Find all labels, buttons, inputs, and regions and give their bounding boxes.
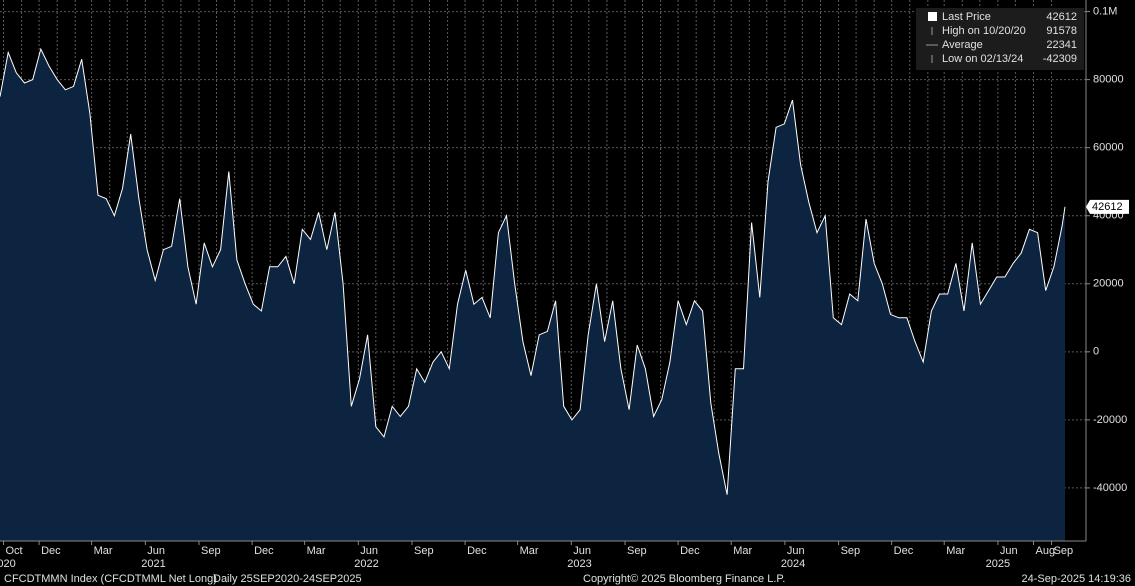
- last-price-label: 42612: [1092, 201, 1123, 213]
- x-tick-label: Jun: [360, 545, 378, 557]
- x-tick-label: Jun: [147, 545, 165, 557]
- footer-copyright: Copyright© 2025 Bloomberg Finance L.P.: [583, 573, 785, 585]
- y-tick-label: -40000: [1093, 482, 1127, 494]
- legend: Last Price 42612 High on 10/20/20 91578 Aver…: [916, 8, 1084, 70]
- legend-value: 91578: [1046, 25, 1077, 37]
- y-tick-label: 80000: [1093, 74, 1124, 86]
- axes: 0.1M800006000040000200000-20000-40000Oct…: [0, 5, 1129, 570]
- last-price-tag: [1086, 199, 1129, 214]
- y-tick-label: 0.1M: [1093, 5, 1117, 17]
- year-label: 2025: [986, 558, 1010, 570]
- plot: [0, 47, 1066, 541]
- x-tick-label: Mar: [520, 545, 539, 557]
- x-tick-label: Dec: [41, 545, 61, 557]
- area: [0, 49, 1065, 541]
- x-tick-label: Oct: [6, 545, 23, 557]
- legend-label: Low on 02/13/24: [942, 53, 1023, 65]
- x-tick-label: Mar: [307, 545, 326, 557]
- legend-label: High on 10/20/20: [942, 25, 1026, 37]
- x-tick-label: Dec: [254, 545, 274, 557]
- legend-label: Average: [942, 39, 983, 51]
- footer-timestamp: 24-Sep-2025 14:19:36: [1022, 573, 1131, 585]
- legend-label: Last Price: [942, 11, 991, 23]
- y-tick-label: -20000: [1093, 414, 1127, 426]
- year-label: 2024: [781, 558, 805, 570]
- x-tick-label: Mar: [733, 545, 752, 557]
- x-tick-label: Sep: [1054, 545, 1074, 557]
- legend-icon: [928, 12, 937, 21]
- x-tick-label: Dec: [680, 545, 700, 557]
- x-tick-label: Jun: [573, 545, 591, 557]
- legend-box: [916, 8, 1084, 70]
- legend-value: -42309: [1043, 53, 1077, 65]
- year-label: 2021: [141, 558, 165, 570]
- year-label: 2022: [354, 558, 378, 570]
- footer-ticker: CFCDTMMN Index (CFCDTMML Net Long): [4, 573, 217, 585]
- x-tick-label: Sep: [841, 545, 861, 557]
- x-tick-label: Sep: [201, 545, 221, 557]
- footer-range: Daily 25SEP2020-24SEP2025: [213, 573, 362, 585]
- legend-value: 22341: [1046, 39, 1077, 51]
- y-tick-label: 20000: [1093, 278, 1124, 290]
- x-tick-label: Aug: [1035, 545, 1055, 557]
- line: [0, 47, 1066, 495]
- year-label: 2020: [0, 558, 16, 570]
- x-tick-label: Dec: [467, 545, 487, 557]
- legend-value: 42612: [1046, 11, 1077, 23]
- x-tick-label: Jun: [787, 545, 805, 557]
- x-tick-label: Mar: [946, 545, 965, 557]
- x-tick-label: Mar: [94, 545, 113, 557]
- y-tick-label: 60000: [1093, 142, 1124, 154]
- year-label: 2023: [567, 558, 591, 570]
- x-tick-label: Jun: [1000, 545, 1018, 557]
- x-tick-label: Sep: [414, 545, 434, 557]
- x-tick-label: Sep: [627, 545, 647, 557]
- y-tick-label: 0: [1093, 346, 1099, 358]
- x-tick-label: Dec: [894, 545, 914, 557]
